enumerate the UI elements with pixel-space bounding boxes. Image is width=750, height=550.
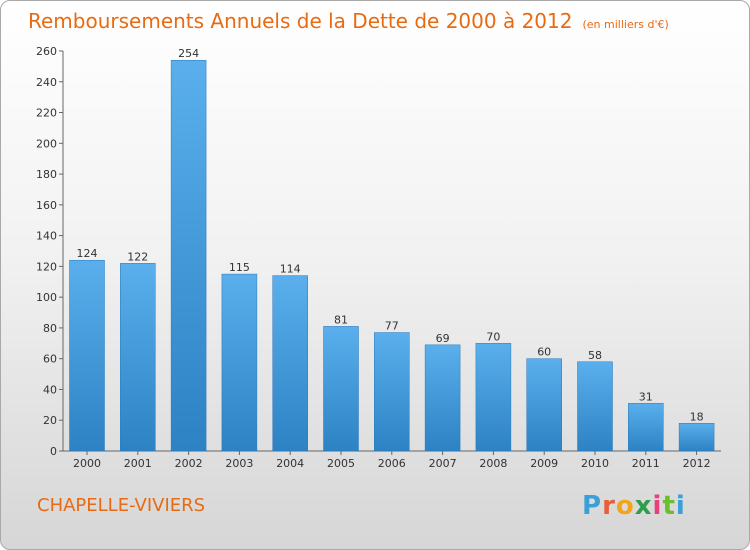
chart-subtitle: (en milliers d'€)	[582, 18, 669, 31]
x-axis: 2000 2001 2002 2003 2004 2005 2006 2007 2008 2009…	[63, 450, 721, 470]
y-tick-label: 20	[43, 414, 57, 427]
bar	[577, 361, 613, 452]
x-tick-label: 2004	[276, 457, 304, 470]
bar	[475, 343, 512, 452]
bar	[120, 263, 156, 452]
bar-value-label: 70	[486, 330, 500, 343]
y-axis: 0 20 40 60 80 100 120 140 160 180 200 220 240 260	[36, 45, 64, 458]
bar	[272, 275, 308, 452]
y-tick-label: 40	[43, 383, 57, 396]
y-tick-label: 60	[43, 353, 57, 366]
chart-title: Remboursements Annuels de la Dette de 20…	[28, 9, 669, 33]
bar-value-label: 254	[178, 47, 199, 60]
logo-letter: i	[652, 491, 663, 521]
y-tick-label: 180	[36, 168, 57, 181]
bar-value-label: 69	[436, 332, 450, 345]
x-tick-label: 2003	[225, 457, 253, 470]
bar-value-label: 124	[77, 247, 98, 260]
logo-letter: o	[615, 491, 635, 521]
bar	[374, 332, 410, 452]
bar	[69, 259, 105, 452]
x-tick-label: 2002	[175, 457, 203, 470]
x-tick-label: 2007	[429, 457, 457, 470]
bar-value-label: 115	[229, 261, 250, 274]
bar-value-label: 18	[690, 410, 704, 423]
x-tick-label: 2011	[632, 457, 660, 470]
y-tick-label: 140	[36, 230, 57, 243]
y-tick-label: 220	[36, 107, 57, 120]
bar-series: 124 122 254 115 114 81 77 69 70 60 58 31 18	[69, 47, 715, 452]
logo-letter: x	[634, 491, 653, 521]
y-tick-label: 100	[36, 291, 57, 304]
proxiti-logo: Proxiti	[582, 491, 686, 521]
bar-value-label: 60	[537, 346, 551, 359]
bar-value-label: 77	[385, 320, 399, 333]
logo-letter: r	[602, 491, 616, 521]
x-tick-label: 2005	[327, 457, 355, 470]
y-tick-label: 160	[36, 199, 57, 212]
logo-letter: i	[675, 491, 686, 521]
logo-letter: t	[662, 491, 676, 521]
bar	[170, 59, 207, 452]
bar	[678, 423, 715, 452]
y-tick-label: 200	[36, 137, 57, 150]
chart-title-text: Remboursements Annuels de la Dette de 20…	[28, 9, 573, 33]
x-tick-label: 2009	[530, 457, 558, 470]
commune-name: CHAPELLE-VIVIERS	[37, 495, 206, 516]
bar-value-label: 31	[639, 390, 653, 403]
bar-value-label: 122	[127, 250, 148, 263]
x-tick-label: 2008	[479, 457, 507, 470]
bar	[424, 344, 461, 452]
bar	[221, 273, 258, 452]
bar-value-label: 114	[280, 263, 301, 276]
x-tick-label: 2010	[581, 457, 609, 470]
bar	[628, 403, 664, 452]
y-tick-label: 120	[36, 260, 57, 273]
bar-value-label: 81	[334, 313, 348, 326]
y-tick-label: 0	[50, 445, 57, 458]
x-tick-label: 2006	[378, 457, 406, 470]
x-tick-label: 2001	[124, 457, 152, 470]
x-tick-label: 2000	[73, 457, 101, 470]
y-tick-label: 80	[43, 322, 57, 335]
y-tick-label: 240	[36, 76, 57, 89]
bar	[526, 358, 562, 452]
x-tick-label: 2012	[683, 457, 711, 470]
bar-value-label: 58	[588, 349, 602, 362]
bar	[323, 326, 359, 452]
y-tick-label: 260	[36, 45, 57, 58]
logo-letter: P	[582, 491, 603, 521]
